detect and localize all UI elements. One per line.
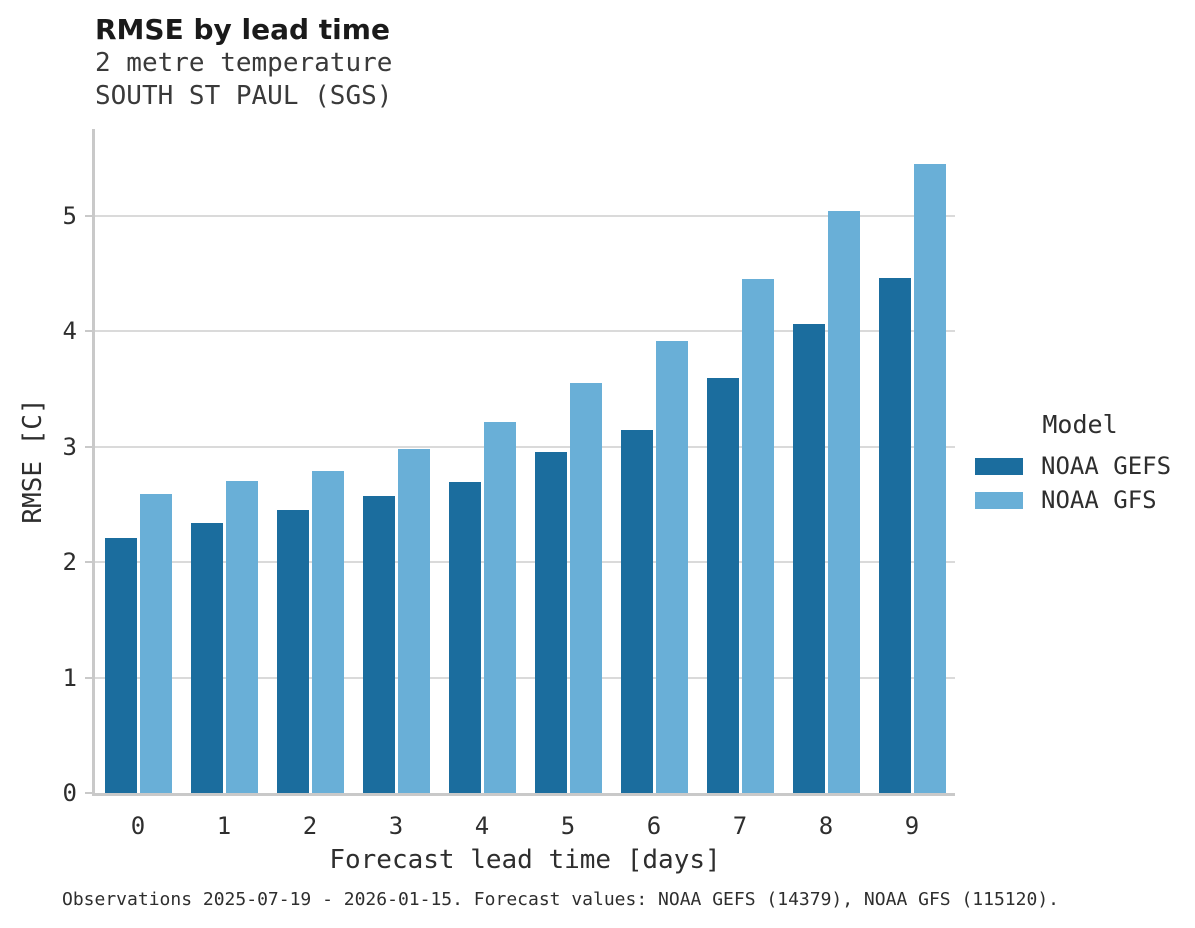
chart-header: RMSE by lead time 2 metre temperature SO… — [95, 13, 393, 112]
y-tick-label-1: 1 — [62, 663, 77, 692]
bar-noaa-gfs-lead-1 — [225, 481, 258, 793]
x-tick-label-5: 5 — [560, 812, 576, 840]
y-tick-mark-0 — [85, 792, 92, 794]
legend-item-noaa-gfs: NOAA GFS — [975, 483, 1185, 517]
bar-group-2 — [267, 129, 353, 793]
y-tick-mark-2 — [85, 561, 92, 564]
gridline-y-5 — [95, 214, 955, 217]
y-tick-label-0: 0 — [62, 779, 77, 807]
legend-label-noaa-gefs: NOAA GEFS — [1041, 452, 1172, 480]
gridline-y-2 — [95, 561, 955, 564]
bar-noaa-gefs-lead-4 — [448, 482, 481, 793]
plot-area: 0 1 2 3 4 5 — [63, 129, 955, 805]
bar-group-4 — [439, 129, 525, 793]
y-tick-label-3: 3 — [62, 432, 77, 461]
bar-group-9 — [869, 129, 955, 793]
bar-noaa-gfs-lead-5 — [569, 383, 602, 793]
x-tick-label-1: 1 — [216, 812, 232, 840]
chart-subtitle-variable: 2 metre temperature — [95, 48, 393, 79]
bar-group-5 — [525, 129, 611, 793]
chart-subtitle-station: SOUTH ST PAUL (SGS) — [95, 80, 393, 111]
bar-noaa-gfs-lead-7 — [741, 279, 774, 793]
x-tick-label-7: 7 — [732, 812, 748, 840]
bar-noaa-gfs-lead-2 — [311, 470, 344, 793]
x-tick-label-9: 9 — [904, 812, 920, 840]
legend-items: NOAA GEFS NOAA GFS — [975, 449, 1185, 517]
bar-noaa-gefs-lead-1 — [190, 522, 223, 793]
bar-group-6 — [611, 129, 697, 793]
gridline-y-4 — [95, 330, 955, 333]
x-tick-label-3: 3 — [388, 812, 404, 840]
bar-noaa-gfs-lead-3 — [397, 448, 430, 793]
x-axis-title: Forecast lead time [days] — [329, 845, 721, 875]
x-tick-label-0: 0 — [130, 812, 146, 840]
gridline-y-3 — [95, 445, 955, 448]
chart-title: RMSE by lead time — [95, 13, 390, 46]
y-tick-mark-4 — [85, 330, 92, 333]
x-tick-label-4: 4 — [474, 812, 490, 840]
y-tick-mark-3 — [85, 445, 92, 448]
bar-group-3 — [353, 129, 439, 793]
y-tick-label-2: 2 — [62, 548, 77, 577]
y-tick-label-5: 5 — [62, 201, 77, 230]
bar-group-1 — [181, 129, 267, 793]
legend-swatch-noaa-gfs — [975, 491, 1023, 509]
legend-title: Model — [1042, 410, 1118, 439]
bar-noaa-gefs-lead-6 — [620, 430, 653, 793]
bar-group-8 — [783, 129, 869, 793]
y-tick-mark-1 — [85, 676, 92, 679]
bar-noaa-gefs-lead-9 — [878, 277, 911, 793]
bar-noaa-gefs-lead-5 — [534, 452, 567, 793]
y-axis-title: RMSE [C] — [18, 398, 48, 524]
bar-noaa-gefs-lead-0 — [104, 537, 137, 793]
x-tick-label-2: 2 — [302, 812, 318, 840]
x-tick-label-6: 6 — [646, 812, 662, 840]
bar-noaa-gfs-lead-6 — [655, 341, 688, 793]
y-tick-mark-5 — [85, 214, 92, 217]
x-tick-label-8: 8 — [818, 812, 834, 840]
legend: Model NOAA GEFS NOAA GFS — [975, 410, 1185, 517]
bar-noaa-gefs-lead-3 — [362, 496, 395, 793]
x-axis-tick-labels: 0 1 2 3 4 5 6 7 8 9 — [95, 812, 955, 840]
bars-layer — [95, 129, 955, 793]
legend-item-noaa-gefs: NOAA GEFS — [975, 449, 1185, 483]
legend-swatch-noaa-gefs — [975, 457, 1023, 475]
gridline-y-1 — [95, 676, 955, 679]
bar-noaa-gfs-lead-0 — [139, 493, 172, 793]
bar-group-0 — [95, 129, 181, 793]
footer-caption: Observations 2025-07-19 - 2026-01-15. Fo… — [62, 889, 1059, 910]
y-tick-label-4: 4 — [62, 317, 77, 346]
legend-label-noaa-gfs: NOAA GFS — [1041, 486, 1157, 514]
bar-noaa-gefs-lead-7 — [706, 378, 739, 793]
bar-noaa-gefs-lead-2 — [276, 510, 309, 793]
bar-noaa-gfs-lead-8 — [827, 211, 860, 793]
bar-noaa-gefs-lead-8 — [792, 324, 825, 793]
bar-group-7 — [697, 129, 783, 793]
bar-noaa-gfs-lead-4 — [483, 422, 516, 793]
bar-noaa-gfs-lead-9 — [913, 163, 946, 793]
